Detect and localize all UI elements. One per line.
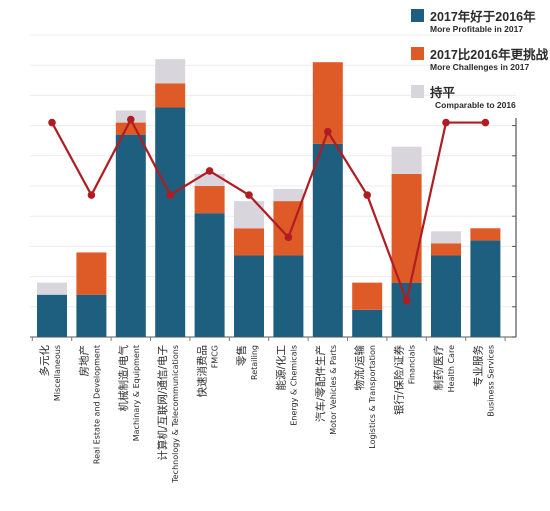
legend-swatch-more-profitable: [411, 9, 424, 22]
bar-segment-challenges: [194, 186, 225, 214]
legend-item-more-profitable: 2017年好于2016年 More Profitable in 2017: [411, 6, 547, 44]
x-tick-label-zh: 零售: [235, 345, 248, 366]
x-tick-label-zh: 机械制造/电气: [117, 345, 130, 412]
x-tick-label-en: Health Care: [447, 345, 456, 392]
x-tick-label-zh: 专业服务: [471, 345, 484, 387]
bar-segment-comparable: [194, 173, 225, 186]
legend-swatch-comparable: [411, 85, 424, 98]
x-tick-label-zh: 计算机/互联网/通信/电子: [156, 345, 169, 461]
trend-line-point: [127, 115, 135, 124]
trend-line-path: [51, 118, 486, 302]
bar-segment-profitable: [115, 134, 146, 337]
legend-item-comparable: 持平 Comparable to 2016: [411, 82, 547, 120]
bar-segment-challenges: [470, 228, 501, 241]
bar-segment-profitable: [431, 255, 461, 337]
trend-line-point: [87, 191, 96, 199]
legend-label-en: Comparable to 2016: [435, 100, 516, 110]
bar-segment-challenges: [431, 243, 461, 256]
bar-segment-challenges: [234, 228, 264, 256]
legend-label-zh: 2017年好于2016年: [430, 10, 536, 24]
trend-line-point: [324, 127, 332, 136]
trend-line: [48, 115, 490, 305]
trend-line-point: [363, 191, 372, 199]
x-tick-label-en: Motor Vehicles & Parts: [329, 345, 338, 435]
bar-segment-challenges: [115, 122, 146, 135]
bar-segment-profitable: [155, 107, 186, 337]
trend-line-point: [402, 296, 411, 305]
legend-label-zh: 2017比2016年更挑战: [430, 48, 549, 62]
x-tick-label-zh: 制药/医疗: [432, 345, 445, 391]
trend-line-point: [245, 191, 253, 199]
x-tick-label-en: FMCG: [211, 345, 220, 368]
x-tick-label-en: Technology & Telecommunications: [171, 345, 180, 484]
x-tick-label-en: Energy & Chemicals: [289, 345, 298, 426]
x-tick-label-en: Financials: [408, 345, 417, 384]
x-tick-label-zh: 房地产: [77, 345, 90, 377]
trend-line-point: [205, 167, 214, 175]
bar-segment-profitable: [234, 255, 264, 337]
x-tick-label-en: Real Estate and Development: [92, 345, 101, 464]
x-tick-label-zh: 快速消费品: [196, 345, 209, 398]
bars: [37, 59, 501, 337]
trend-line-point: [48, 118, 56, 127]
bar-segment-profitable: [76, 294, 107, 337]
x-tick-label-zh: 汽车/零配件生产: [314, 345, 327, 422]
x-tick-label-zh: 多元化: [38, 345, 51, 377]
bar-segment-comparable: [37, 282, 67, 295]
legend-swatch-more-challenges: [411, 47, 424, 60]
bar-segment-profitable: [391, 282, 422, 337]
bar-segment-profitable: [37, 294, 67, 337]
bar-segment-profitable: [470, 240, 501, 337]
bar-segment-profitable: [273, 255, 304, 337]
bar-segment-challenges: [155, 83, 186, 108]
x-tick-label-en: Business Services: [486, 345, 495, 417]
legend-label-en: More Profitable in 2017: [430, 24, 524, 34]
x-tick-label-zh: 物流/运输: [353, 345, 366, 391]
bar-segment-challenges: [76, 252, 107, 295]
trend-line-point: [481, 118, 490, 127]
bar-segment-comparable: [273, 189, 304, 202]
x-tick-label-en: Logistics & Transportation: [368, 345, 377, 449]
legend-label-zh: 持平: [430, 86, 456, 100]
trend-line-point: [166, 191, 174, 199]
x-tick-label-zh: 能源/化工: [274, 345, 287, 391]
x-axis-labels: 多元化 Miscellaneous 房地产 Real Estate and Devel…: [38, 345, 495, 484]
x-tick-label-en: Miscellaneous: [53, 345, 62, 401]
legend-label-en: More Challenges in 2017: [430, 62, 530, 72]
bar-segment-comparable: [155, 59, 186, 84]
bar-segment-profitable: [312, 143, 343, 337]
x-tick-label-zh: 银行/保险/证券: [393, 345, 406, 416]
x-tick-label-en: Retailing: [250, 345, 259, 380]
legend-item-more-challenges: 2017比2016年更挑战 More Challenges in 2017: [411, 44, 549, 82]
bar-segment-comparable: [391, 146, 422, 174]
bar-segment-comparable: [431, 231, 461, 244]
trend-line-point: [442, 118, 450, 127]
trend-line-point: [284, 233, 293, 242]
bar-segment-challenges: [391, 173, 422, 283]
bar-segment-challenges: [352, 282, 383, 310]
legend: 2017年好于2016年 More Profitable in 2017 201…: [411, 6, 549, 120]
bar-segment-profitable: [352, 309, 383, 337]
x-tick-label-en: Machinary & Equipment: [132, 345, 141, 441]
bar-segment-profitable: [194, 213, 225, 337]
